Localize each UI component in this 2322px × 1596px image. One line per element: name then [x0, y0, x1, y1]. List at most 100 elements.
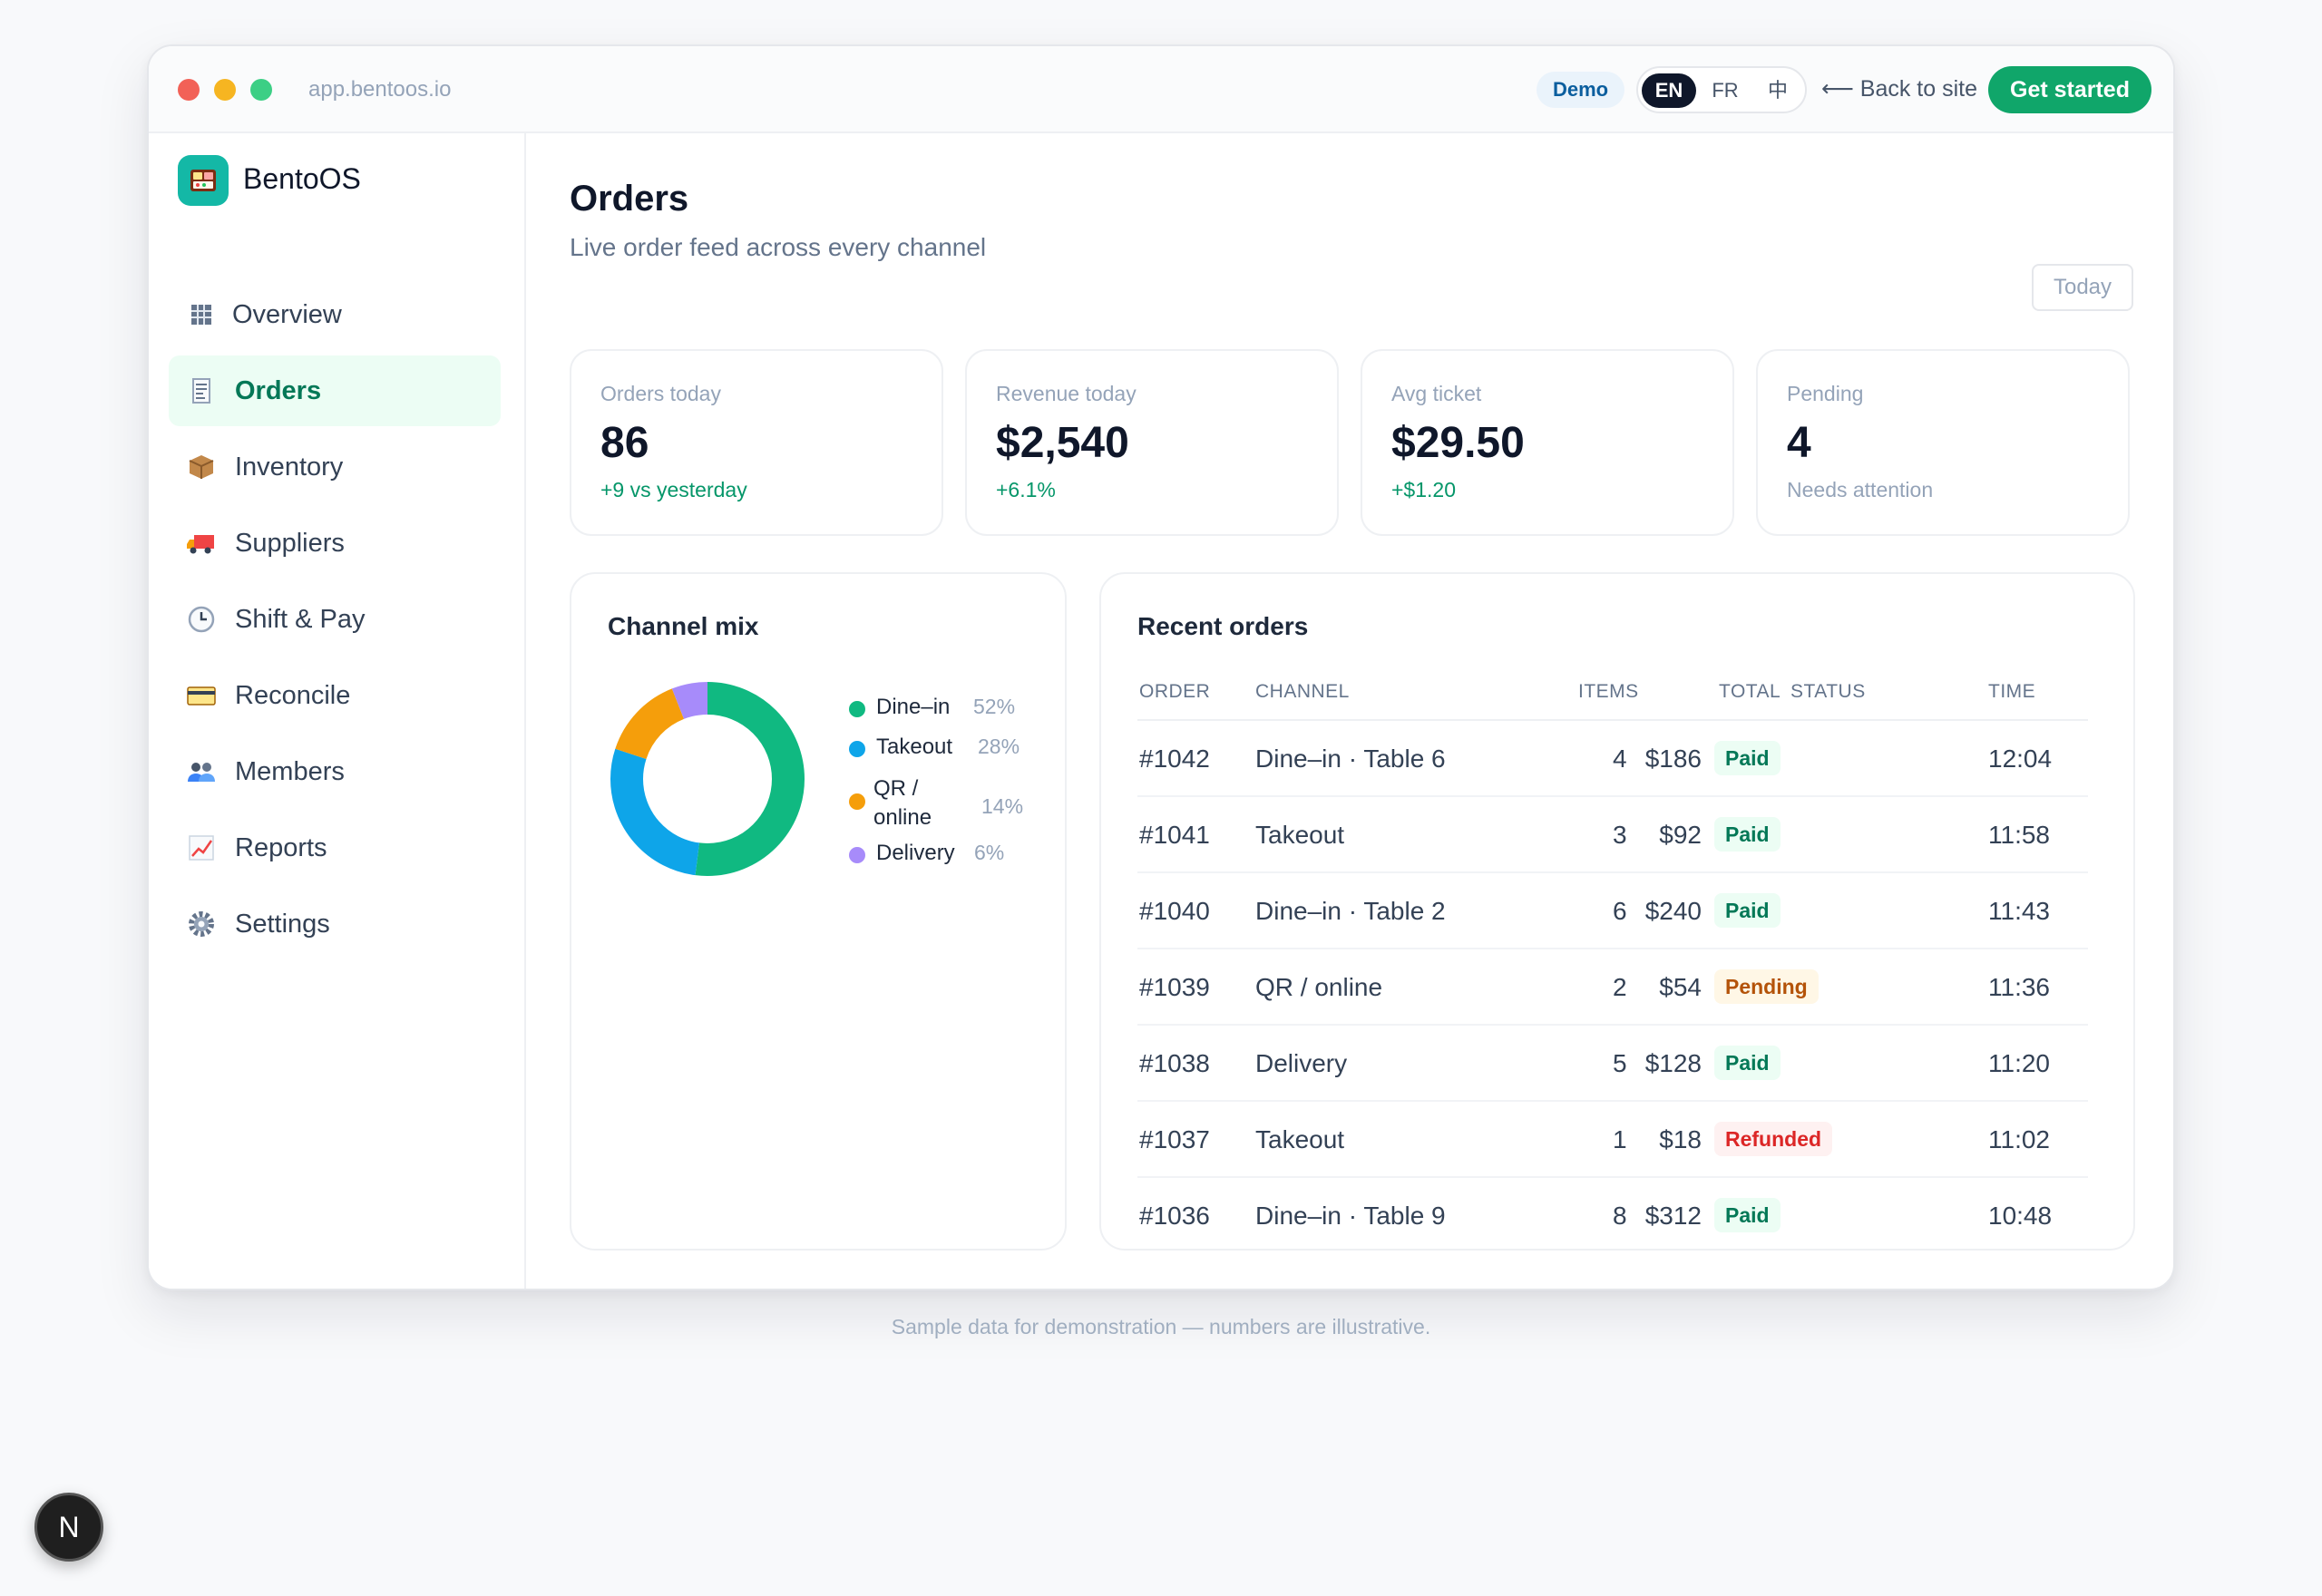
sidebar-item-inventory[interactable]: Inventory [169, 432, 501, 502]
sidebar-item-reconcile[interactable]: Reconcile [169, 660, 501, 731]
order-items: 3 [1613, 821, 1627, 849]
status-badge: Paid [1714, 817, 1781, 852]
chart-icon [185, 832, 218, 864]
lang-zh[interactable]: 中 [1767, 79, 1788, 102]
legend-swatch [849, 701, 865, 717]
date-range-button[interactable]: Today [2032, 264, 2133, 311]
lang-en[interactable]: EN [1642, 73, 1696, 108]
order-time: 10:48 [1988, 1202, 2053, 1230]
sidebar: BentoOS Overview Orders Inventory Suppli… [149, 133, 526, 1289]
stat-delta: +9 vs yesterday [600, 478, 747, 501]
legend-item-dine-in: Dine–in 52% [844, 689, 1070, 725]
order-time: 12:04 [1988, 744, 2053, 773]
title-bar: app.bentoos.io Demo EN FR 中 ⟵ Back to si… [149, 46, 2173, 133]
truck-icon [185, 527, 218, 560]
zoom-window-dot[interactable] [250, 79, 272, 101]
stat-value: $2,540 [996, 419, 1129, 467]
order-id: #1041 [1139, 821, 1210, 849]
table-row[interactable]: #1039 QR / online 2 $54 Pending 11:36 [1137, 949, 2088, 1026]
order-id: #1040 [1139, 897, 1210, 925]
sidebar-item-label: Suppliers [235, 529, 345, 558]
order-items: 5 [1613, 1049, 1627, 1077]
sidebar-item-shift-pay[interactable]: Shift & Pay [169, 584, 501, 655]
app-window: app.bentoos.io Demo EN FR 中 ⟵ Back to si… [147, 44, 2175, 1290]
sidebar-item-members[interactable]: Members [169, 736, 501, 807]
order-channel: Takeout [1255, 1125, 1345, 1153]
status-badge: Paid [1714, 741, 1781, 775]
order-time: 11:36 [1988, 973, 2050, 1001]
table-row[interactable]: #1040 Dine–in · Table 2 6 $240 Paid 11:4… [1137, 873, 2088, 949]
sidebar-item-label: Members [235, 757, 345, 786]
sidebar-item-label: Overview [232, 300, 342, 329]
dev-tools-badge[interactable]: N [34, 1493, 103, 1562]
stat-card-pending: Pending 4 Needs attention [1756, 349, 2130, 536]
sidebar-item-orders[interactable]: Orders [169, 355, 501, 426]
stat-card-revenue-today: Revenue today $2,540 +6.1% [965, 349, 1339, 536]
back-to-site-link[interactable]: ⟵ Back to site [1821, 76, 1978, 102]
close-window-dot[interactable] [178, 79, 200, 101]
sidebar-item-overview[interactable]: Overview [169, 279, 501, 350]
order-items: 8 [1613, 1202, 1627, 1230]
get-started-button[interactable]: Get started [1988, 66, 2151, 113]
order-total: $18 [1659, 1125, 1702, 1153]
legend-name: Takeout [876, 735, 953, 759]
order-id: #1038 [1139, 1049, 1210, 1077]
order-time: 11:20 [1988, 1049, 2050, 1077]
demo-badge: Demo [1537, 72, 1625, 108]
stat-value: $29.50 [1391, 419, 1525, 467]
stat-card-avg-ticket: Avg ticket $29.50 +$1.20 [1361, 349, 1734, 536]
donut-slice-3 [610, 682, 805, 876]
stat-value: 4 [1787, 419, 1811, 467]
channel-donut-chart [610, 682, 805, 876]
column-header-time: TIME [1988, 681, 2036, 702]
page-subtitle: Live order feed across every channel [570, 233, 987, 261]
status-badge: Paid [1714, 1046, 1781, 1080]
recent-orders-panel: Recent orders ORDER CHANNEL ITEMS TOTAL … [1099, 572, 2135, 1251]
order-items: 2 [1613, 973, 1627, 1001]
table-row[interactable]: #1038 Delivery 5 $128 Paid 11:20 [1137, 1026, 2088, 1102]
donut-slice-1 [610, 682, 805, 876]
legend-name: QR / online [873, 776, 932, 830]
order-total: $128 [1644, 1049, 1702, 1077]
sidebar-item-reports[interactable]: Reports [169, 813, 501, 883]
sidebar-item-settings[interactable]: Settings [169, 889, 501, 959]
column-header-items: ITEMS [1578, 681, 1639, 702]
lang-fr[interactable]: FR [1712, 79, 1739, 102]
stat-delta: +$1.20 [1391, 478, 1456, 501]
order-id: #1037 [1139, 1125, 1210, 1153]
order-items: 6 [1613, 897, 1627, 925]
table-header-divider [1137, 719, 2088, 721]
order-channel: Dine–in · Table 6 [1255, 744, 1446, 773]
table-row[interactable]: #1041 Takeout 3 $92 Paid 11:58 [1137, 797, 2088, 873]
table-row[interactable]: #1037 Takeout 1 $18 Refunded 11:02 [1137, 1102, 2088, 1178]
column-header-total: TOTAL [1719, 681, 1781, 702]
order-time: 11:58 [1988, 821, 2050, 849]
demo-footnote: Sample data for demonstration — numbers … [891, 1315, 1431, 1338]
legend-name: Dine–in [876, 695, 951, 719]
status-badge: Paid [1714, 893, 1781, 928]
legend-swatch [849, 793, 865, 810]
order-items: 4 [1613, 744, 1627, 773]
legend-item-takeout: Takeout 28% [844, 729, 1070, 765]
sidebar-item-label: Settings [235, 910, 330, 939]
language-switcher: EN FR 中 [1636, 66, 1807, 113]
stat-label: Avg ticket [1391, 382, 1482, 405]
sidebar-item-suppliers[interactable]: Suppliers [169, 508, 501, 579]
legend-swatch [849, 741, 865, 757]
clock-icon [185, 603, 218, 636]
order-items: 1 [1613, 1125, 1627, 1153]
column-header-order: ORDER [1139, 681, 1211, 702]
grid-icon [185, 298, 218, 331]
bento-box-icon [178, 155, 229, 206]
brand-name: BentoOS [243, 162, 361, 195]
sidebar-item-label: Reports [235, 833, 327, 862]
legend-item-delivery: Delivery 6% [844, 835, 1070, 871]
status-badge: Pending [1714, 969, 1819, 1004]
stat-delta: +6.1% [996, 478, 1056, 501]
table-row[interactable]: #1042 Dine–in · Table 6 4 $186 Paid 12:0… [1137, 721, 2088, 797]
table-row[interactable]: #1036 Dine–in · Table 9 8 $312 Paid 10:4… [1137, 1178, 2088, 1254]
minimize-window-dot[interactable] [214, 79, 236, 101]
panel-title: Channel mix [608, 612, 759, 640]
stat-label: Pending [1787, 382, 1864, 405]
stat-label: Revenue today [996, 382, 1137, 405]
